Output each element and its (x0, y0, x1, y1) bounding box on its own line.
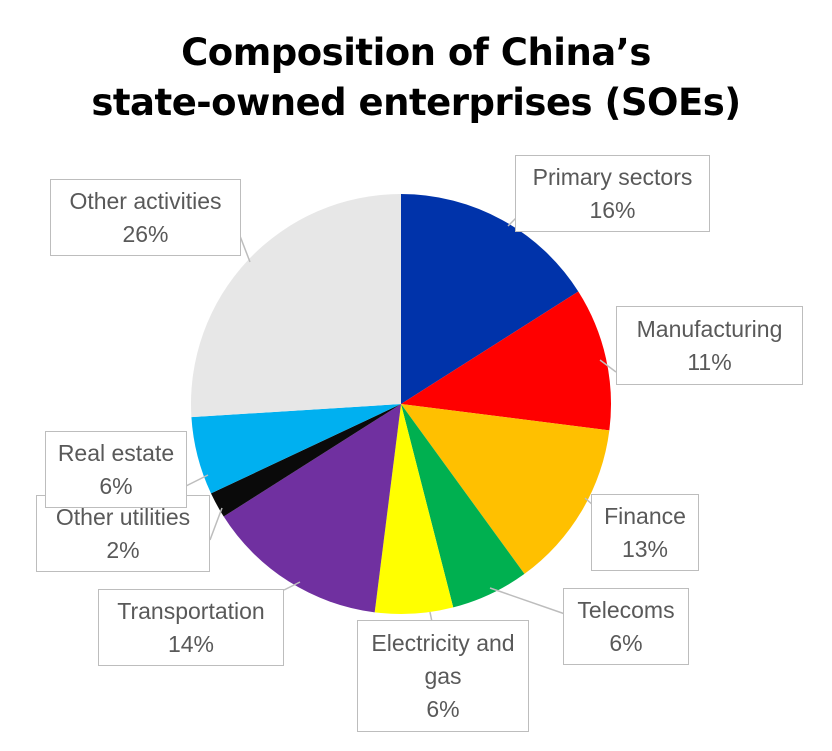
label-primary-sectors-name: Primary sectors (532, 163, 693, 190)
label-telecoms-value: 6% (609, 629, 643, 656)
chart-title-line-2: state-owned enterprises (SOEs) (91, 81, 741, 124)
label-other-activities: Other activities 26% (50, 179, 241, 256)
label-other-activities-name: Other activities (69, 187, 222, 214)
label-other-activities-value: 26% (122, 220, 169, 247)
label-electricity-and-gas: Electricity and gas 6% (357, 620, 529, 732)
label-real-estate: Real estate 6% (45, 431, 187, 508)
label-transportation-value: 14% (167, 630, 215, 657)
pie-slice-other-utilities (210, 404, 401, 517)
pie-slice-electricity-and-gas (374, 404, 454, 615)
label-primary-sectors-value: 16% (589, 196, 636, 223)
leader-line-other-activities (239, 235, 251, 263)
pie-slice-manufacturing (401, 291, 611, 431)
label-manufacturing-name: Manufacturing (636, 315, 783, 342)
leader-line-real-estate (185, 474, 209, 487)
label-finance: Finance 13% (591, 494, 699, 571)
pie-slice-transportation (223, 404, 401, 613)
label-telecoms: Telecoms 6% (563, 588, 689, 665)
pie-slice-other-activities (191, 194, 401, 418)
label-electricity-and-gas-name-1: Electricity and (371, 629, 515, 656)
label-manufacturing: Manufacturing 11% (616, 306, 803, 385)
label-real-estate-name: Real estate (57, 439, 175, 466)
label-manufacturing-value: 11% (687, 348, 732, 375)
label-finance-name: Finance (604, 502, 686, 529)
leader-line-other-utilities (209, 507, 223, 541)
chart-title-line-1: Composition of China’s (181, 31, 651, 74)
label-transportation: Transportation 14% (98, 589, 284, 666)
label-electricity-and-gas-name-2: gas (424, 662, 462, 689)
label-primary-sectors: Primary sectors 16% (515, 155, 710, 232)
leader-line-manufacturing (599, 359, 617, 373)
label-telecoms-name: Telecoms (577, 596, 675, 623)
pie-slice-telecoms (401, 404, 525, 608)
label-electricity-and-gas-value: 6% (426, 695, 460, 722)
label-finance-value: 13% (621, 535, 669, 562)
chart-title: Composition of China’s state-owned enter… (0, 28, 832, 128)
pie-slice-primary-sectors (401, 194, 579, 404)
label-other-utilities-value: 2% (106, 536, 140, 563)
label-real-estate-value: 6% (99, 472, 133, 499)
leader-line-transportation (283, 581, 301, 591)
pie-slice-finance (401, 404, 610, 574)
leader-line-telecoms (489, 587, 566, 615)
pie-slice-real-estate (191, 404, 401, 494)
label-transportation-name: Transportation (117, 597, 265, 624)
